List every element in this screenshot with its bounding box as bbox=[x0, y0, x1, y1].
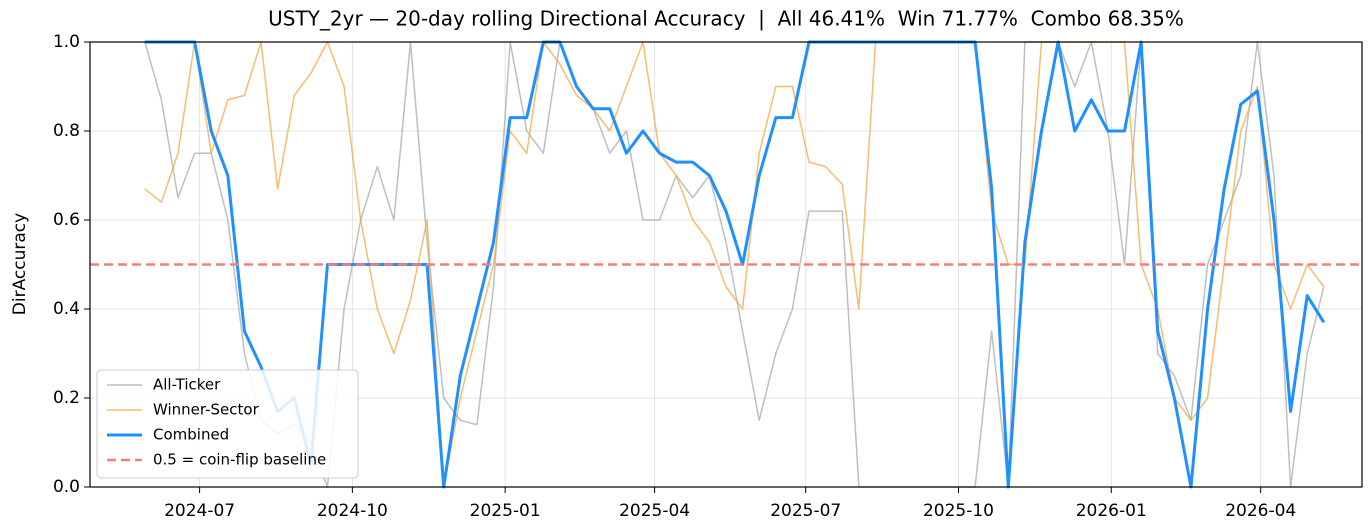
series-line bbox=[144, 40, 1326, 489]
x-tick-label: 2024-10 bbox=[317, 501, 388, 521]
y-axis-label: DirAccuracy bbox=[10, 213, 30, 315]
legend-label: Combined bbox=[153, 426, 229, 444]
x-tick-label: 2025-04 bbox=[619, 501, 690, 521]
y-tick-label: 1.0 bbox=[53, 32, 80, 52]
legend-label: Winner-Sector bbox=[153, 401, 260, 419]
x-tick-label: 2024-07 bbox=[164, 501, 235, 521]
frame bbox=[89, 41, 1363, 488]
legend-label: All-Ticker bbox=[153, 376, 221, 394]
series-line bbox=[144, 41, 1325, 488]
x-tick-label: 2025-10 bbox=[923, 501, 994, 521]
legend-box bbox=[96, 369, 359, 479]
chart-title: USTY_2yr — 20-day rolling Directional Ac… bbox=[268, 7, 1184, 31]
y-tick-label: 0.2 bbox=[53, 388, 80, 408]
x-tick-label: 2026-04 bbox=[1225, 501, 1296, 521]
x-tick-label: 2026-01 bbox=[1076, 501, 1147, 521]
y-tick-label: 0.4 bbox=[53, 299, 80, 319]
y-tick-label: 0.6 bbox=[53, 210, 80, 230]
x-tick-label: 2025-07 bbox=[770, 501, 841, 521]
y-tick-label: 0.8 bbox=[53, 121, 80, 141]
x-tick-label: 2025-01 bbox=[470, 501, 541, 521]
y-tick-label: 0.0 bbox=[53, 477, 80, 497]
legend-label: 0.5 = coin-flip baseline bbox=[153, 451, 326, 469]
series-line bbox=[144, 41, 1325, 488]
